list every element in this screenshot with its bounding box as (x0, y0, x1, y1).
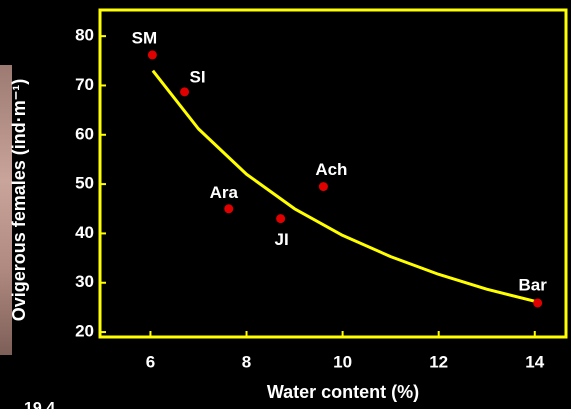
point-label: Bar (518, 275, 547, 294)
x-tick-label: 12 (429, 352, 448, 371)
y-tick-label: 40 (75, 223, 94, 242)
point-label: SM (132, 28, 158, 47)
y-tick-label: 70 (75, 75, 94, 94)
point-label: JI (275, 230, 289, 249)
page: Ovigerous females (ind·m⁻¹) Water conten… (0, 0, 571, 409)
data-point (319, 182, 328, 191)
data-point (276, 214, 285, 223)
data-point (148, 50, 157, 59)
x-tick-label: 10 (333, 352, 352, 371)
point-label: Ara (210, 183, 239, 202)
point-label: SI (190, 67, 206, 86)
y-axis-title: Ovigerous females (ind·m⁻¹) (9, 79, 29, 322)
y-tick-label: 50 (75, 174, 94, 193)
x-axis-title: Water content (%) (267, 382, 419, 402)
y-tick-label: 30 (75, 272, 94, 291)
data-point (224, 204, 233, 213)
y-tick-label: 20 (75, 322, 94, 341)
x-tick-label: 14 (525, 352, 544, 371)
x-tick-label: 6 (146, 352, 155, 371)
data-point (533, 298, 542, 307)
point-label: Ach (315, 160, 347, 179)
page-fragment: 19.4 (24, 400, 55, 409)
y-tick-label: 80 (75, 26, 94, 45)
chart: Ovigerous females (ind·m⁻¹) Water conten… (0, 0, 571, 409)
x-tick-label: 8 (242, 352, 251, 371)
data-point (180, 87, 189, 96)
y-tick-label: 60 (75, 124, 94, 143)
